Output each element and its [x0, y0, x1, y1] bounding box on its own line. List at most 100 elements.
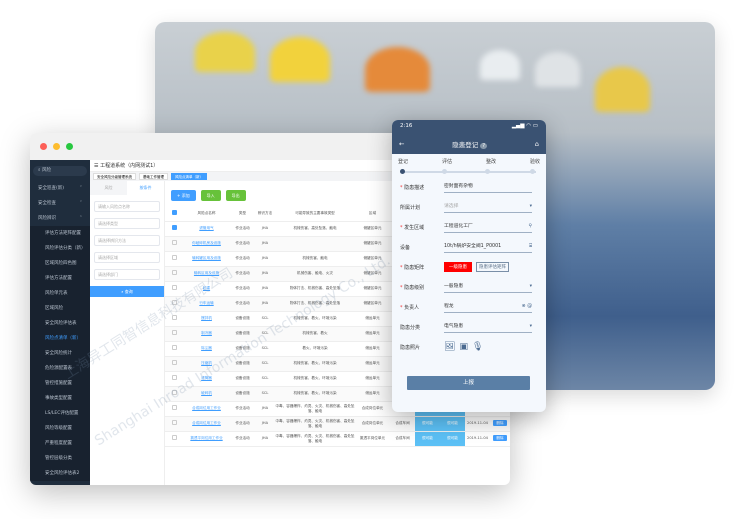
field-input[interactable]: 一般隐患 ▾	[444, 282, 532, 293]
row-checkbox[interactable]	[171, 420, 177, 426]
row-checkbox[interactable]	[171, 345, 177, 351]
cell-name[interactable]: 滤筒器	[183, 371, 230, 387]
field-input[interactable]: 电气隐患 ▾	[444, 322, 532, 333]
sidebar-subitem[interactable]: 风险评估分类（新）	[30, 241, 90, 256]
filter-input[interactable]: 请选择辨识方法	[94, 235, 160, 246]
add-voice-icon[interactable]: 🎙	[471, 342, 484, 352]
row-checkbox[interactable]	[171, 285, 177, 291]
step-label[interactable]: 登记	[398, 159, 409, 165]
add-photo-icon[interactable]: 🖼	[444, 342, 456, 352]
sidebar-item[interactable]: 安全巡查(新) ˅	[30, 181, 90, 196]
help-icon[interactable]: ?	[480, 143, 488, 149]
filter-input[interactable]: 请输入风险点名称	[94, 201, 160, 212]
cell-name[interactable]: 压缩机	[183, 356, 230, 372]
step-label[interactable]: 验收	[529, 159, 540, 165]
sidebar-item[interactable]: 安全检查 ˅	[30, 196, 90, 211]
sidebar-subitem[interactable]: 管控层级分类	[30, 451, 90, 466]
cell-name[interactable]: 合成岗位用工作业	[183, 401, 230, 417]
tab-tag[interactable]: 基础工作管理	[139, 173, 168, 180]
sidebar-subitem[interactable]: 评估方法矩阵配置	[30, 226, 90, 241]
cell-name[interactable]: 合成岗位用工作业	[183, 416, 230, 432]
row-checkbox[interactable]	[171, 225, 177, 231]
row-checkbox[interactable]	[171, 300, 177, 306]
export-button[interactable]: 导出	[225, 190, 246, 201]
delete-button[interactable]: 删除	[493, 420, 507, 427]
menu-icon[interactable]: ☰	[94, 163, 99, 169]
filter-input[interactable]: 请选择区域	[94, 252, 160, 263]
cell-name[interactable]: 起重	[183, 281, 230, 297]
select-all-checkbox[interactable]	[171, 210, 177, 215]
cell-name[interactable]: 输转罐区用及设施	[183, 251, 230, 267]
cell-name[interactable]: 你破碎机房及设施	[183, 236, 230, 252]
add-button[interactable]: + 添加	[171, 190, 196, 201]
search-button[interactable]: ⌕ 查询	[90, 286, 164, 297]
submit-button[interactable]: 上报	[407, 376, 530, 390]
sidebar-subitem[interactable]: 风险点清单（新）	[30, 331, 90, 346]
table-row[interactable]: 氯透平岗位用工作业 作业活动 JHA 中毒、容器爆炸、灼烫、火灾、机械伤害、高处坠落、…	[165, 431, 510, 447]
cell-name[interactable]: 搅拌机	[183, 311, 230, 327]
cell-name[interactable]: 行车运输	[183, 296, 230, 312]
column-header[interactable]	[165, 206, 183, 222]
location-icon[interactable]: ⚲	[528, 223, 532, 229]
scan-icon[interactable]: ⌸	[529, 243, 532, 249]
sidebar-subitem[interactable]: 风险等级配置	[30, 421, 90, 436]
at-icon[interactable]: ⊗ @	[521, 303, 532, 309]
sidebar-subitem[interactable]: 安全风险评估表	[30, 316, 90, 331]
minimize-window-button[interactable]	[53, 143, 60, 150]
add-video-icon[interactable]: ▣	[459, 342, 468, 352]
dropdown-icon[interactable]: ▾	[529, 203, 532, 209]
home-icon[interactable]: ⌂	[534, 140, 539, 148]
delete-button[interactable]: 删除	[493, 435, 507, 442]
row-checkbox[interactable]	[171, 360, 177, 366]
step-label[interactable]: 整改	[485, 159, 496, 165]
sidebar-subitem[interactable]: LS/LEC评估配置	[30, 406, 90, 421]
sidebar-subitem[interactable]: 安全风险统计	[30, 346, 90, 361]
sidebar-subitem[interactable]: 危险源配置表	[30, 361, 90, 376]
dropdown-icon[interactable]: ▾	[529, 323, 532, 329]
import-button[interactable]: 导入	[200, 190, 221, 201]
row-checkbox[interactable]	[171, 405, 177, 411]
cell-name[interactable]: 滤管用气	[183, 221, 230, 237]
tab-tag[interactable]: 安全风险分级管理系统	[93, 173, 136, 180]
step-label[interactable]: 评估	[441, 159, 452, 165]
field-input[interactable]: 工程道化工厂 ⚲	[444, 222, 532, 233]
field-input[interactable]: 10t/h锅炉安全阀1_P0001 ⌸	[444, 242, 532, 253]
cell-name[interactable]: 输转区用及设施	[183, 266, 230, 282]
row-checkbox[interactable]	[171, 240, 177, 246]
filter-tab[interactable]: 风险	[90, 181, 127, 195]
hazard-matrix-button[interactable]: 隐患评估矩阵	[476, 262, 509, 272]
field-input[interactable]: 程龙 ⊗ @	[444, 302, 532, 313]
row-checkbox[interactable]	[171, 270, 177, 276]
filter-tab[interactable]: 按条件	[127, 181, 164, 195]
row-checkbox[interactable]	[171, 255, 177, 261]
sidebar-subitem[interactable]: 安全风险评估表2	[30, 466, 90, 481]
sidebar-subitem[interactable]: 区域风险	[30, 301, 90, 316]
row-checkbox[interactable]	[171, 390, 177, 396]
dropdown-icon[interactable]: ▾	[529, 283, 532, 289]
sidebar-subitem[interactable]: 评估方法配置	[30, 271, 90, 286]
field-input[interactable]: 请选择 ▾	[444, 202, 532, 213]
sidebar-subitem[interactable]: 严重程度配置	[30, 436, 90, 451]
sidebar-subitem[interactable]: 管控措施配置	[30, 376, 90, 391]
row-checkbox[interactable]	[171, 330, 177, 336]
cell-name[interactable]: 氯透平岗位用工作业	[183, 431, 230, 447]
tab-tag[interactable]: 风险点清单（新）	[171, 173, 207, 180]
sidebar-subitem[interactable]: 区域风险四色图	[30, 256, 90, 271]
row-checkbox[interactable]	[171, 315, 177, 321]
close-window-button[interactable]	[40, 143, 47, 150]
cell-name[interactable]: 除尘器	[183, 341, 230, 357]
cell-name[interactable]: 制冷器	[183, 326, 230, 342]
filter-input[interactable]: 请选择类型	[94, 218, 160, 229]
cell-name[interactable]: 破碎机	[183, 386, 230, 402]
sidebar-item[interactable]: 风险辨识 ˄	[30, 211, 90, 226]
back-icon[interactable]: ←	[399, 140, 405, 148]
row-checkbox[interactable]	[171, 375, 177, 381]
row-checkbox[interactable]	[171, 435, 177, 441]
filter-input[interactable]: 请选择部门	[94, 269, 160, 280]
table-row[interactable]: 合成岗位用工作业 作业活动 JHA 中毒、容器爆炸、灼烫、火灾、机械伤害、高处坠落、触…	[165, 416, 510, 432]
sidebar-search-input[interactable]: ⌕ 风险	[33, 166, 87, 176]
sidebar-subitem[interactable]: 事故类型配置	[30, 391, 90, 406]
field-input[interactable]: 密封面有杂物	[444, 182, 532, 193]
maximize-window-button[interactable]	[66, 143, 73, 150]
sidebar-subitem[interactable]: 风险单元表	[30, 286, 90, 301]
